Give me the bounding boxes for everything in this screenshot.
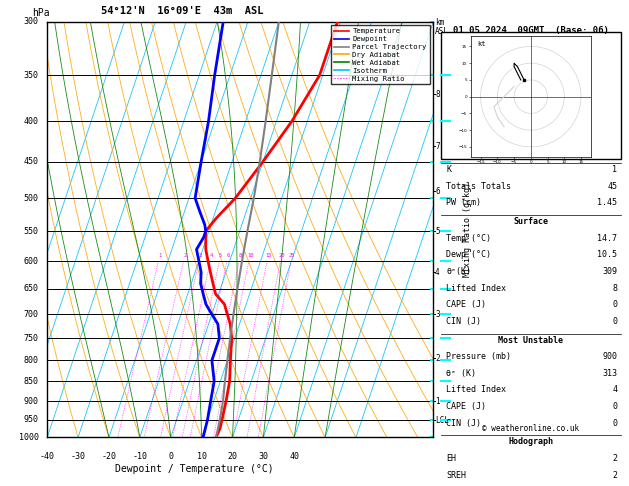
Text: Lifted Index: Lifted Index	[446, 385, 506, 395]
Text: 5: 5	[435, 226, 440, 236]
Text: © weatheronline.co.uk: © weatheronline.co.uk	[482, 424, 579, 433]
Text: 2: 2	[183, 253, 186, 258]
Text: Pressure (mb): Pressure (mb)	[446, 352, 511, 361]
Text: 30: 30	[259, 452, 269, 461]
Text: Mixing Ratio (g/kg): Mixing Ratio (g/kg)	[464, 182, 472, 277]
Text: CIN (J): CIN (J)	[446, 317, 481, 326]
Text: 900: 900	[24, 397, 38, 405]
Text: 650: 650	[24, 284, 38, 293]
Text: 500: 500	[24, 194, 38, 203]
Text: -20: -20	[101, 452, 116, 461]
Text: 1000: 1000	[19, 433, 38, 442]
Text: Surface: Surface	[513, 217, 548, 226]
Text: 45: 45	[607, 182, 617, 191]
Text: 1: 1	[159, 253, 162, 258]
Text: 313: 313	[602, 369, 617, 378]
Text: 10.5: 10.5	[597, 250, 617, 260]
Text: 6: 6	[435, 187, 440, 196]
Text: CIN (J): CIN (J)	[446, 419, 481, 428]
Text: Hodograph: Hodograph	[508, 437, 554, 447]
Text: hPa: hPa	[31, 8, 49, 17]
Text: LCL: LCL	[435, 416, 449, 425]
Text: 0: 0	[612, 317, 617, 326]
Text: 3: 3	[199, 253, 202, 258]
Text: 20: 20	[278, 253, 285, 258]
Text: Most Unstable: Most Unstable	[498, 336, 564, 345]
Text: 800: 800	[24, 356, 38, 365]
Text: 550: 550	[24, 226, 38, 236]
Text: 5: 5	[219, 253, 222, 258]
Text: 450: 450	[24, 157, 38, 166]
Text: 0: 0	[612, 419, 617, 428]
Text: θᵉ(K): θᵉ(K)	[446, 267, 471, 276]
Text: 1: 1	[435, 397, 440, 405]
Text: 1.45: 1.45	[597, 198, 617, 208]
Text: 8: 8	[435, 90, 440, 99]
Text: 350: 350	[24, 70, 38, 80]
Text: CAPE (J): CAPE (J)	[446, 402, 486, 411]
Text: -30: -30	[70, 452, 86, 461]
Text: 3: 3	[435, 310, 440, 319]
Text: km
ASL: km ASL	[435, 17, 449, 36]
Text: 14.7: 14.7	[597, 234, 617, 243]
Text: 309: 309	[602, 267, 617, 276]
Text: 8: 8	[612, 284, 617, 293]
Text: 7: 7	[435, 141, 440, 151]
Text: 6: 6	[226, 253, 230, 258]
Bar	[441, 32, 621, 159]
Text: PW (cm): PW (cm)	[446, 198, 481, 208]
Text: 750: 750	[24, 333, 38, 343]
Text: 0: 0	[612, 402, 617, 411]
Text: 2: 2	[612, 454, 617, 463]
Text: 40: 40	[289, 452, 299, 461]
Text: 4: 4	[612, 385, 617, 395]
Text: 20: 20	[228, 452, 238, 461]
Text: -10: -10	[132, 452, 147, 461]
Text: 2: 2	[435, 354, 440, 363]
Text: 8: 8	[239, 253, 242, 258]
Text: 2: 2	[612, 470, 617, 480]
Text: 1: 1	[612, 165, 617, 174]
Text: 600: 600	[24, 257, 38, 265]
Text: -40: -40	[40, 452, 55, 461]
Text: Lifted Index: Lifted Index	[446, 284, 506, 293]
Text: K: K	[446, 165, 451, 174]
Text: 0: 0	[612, 300, 617, 309]
Text: 25: 25	[289, 253, 296, 258]
Text: 4: 4	[435, 268, 440, 277]
Text: Dewpoint / Temperature (°C): Dewpoint / Temperature (°C)	[114, 465, 273, 474]
Text: 700: 700	[24, 310, 38, 319]
Text: 10: 10	[247, 253, 253, 258]
Text: 400: 400	[24, 117, 38, 126]
Text: 0: 0	[168, 452, 173, 461]
Text: θᵉ (K): θᵉ (K)	[446, 369, 476, 378]
Text: Temp (°C): Temp (°C)	[446, 234, 491, 243]
Text: SREH: SREH	[446, 470, 466, 480]
Text: 900: 900	[602, 352, 617, 361]
Text: 54°12'N  16°09'E  43m  ASL: 54°12'N 16°09'E 43m ASL	[101, 6, 264, 16]
Legend: Temperature, Dewpoint, Parcel Trajectory, Dry Adiabat, Wet Adiabat, Isotherm, Mi: Temperature, Dewpoint, Parcel Trajectory…	[331, 25, 430, 85]
Text: 01.05.2024  09GMT  (Base: 06): 01.05.2024 09GMT (Base: 06)	[453, 26, 609, 35]
Text: 850: 850	[24, 377, 38, 386]
Text: 10: 10	[197, 452, 206, 461]
Text: 950: 950	[24, 415, 38, 424]
Text: CAPE (J): CAPE (J)	[446, 300, 486, 309]
Text: EH: EH	[446, 454, 456, 463]
Text: Totals Totals: Totals Totals	[446, 182, 511, 191]
Text: Dewp (°C): Dewp (°C)	[446, 250, 491, 260]
Text: 15: 15	[265, 253, 272, 258]
Text: 300: 300	[24, 17, 38, 26]
Text: 4: 4	[210, 253, 213, 258]
